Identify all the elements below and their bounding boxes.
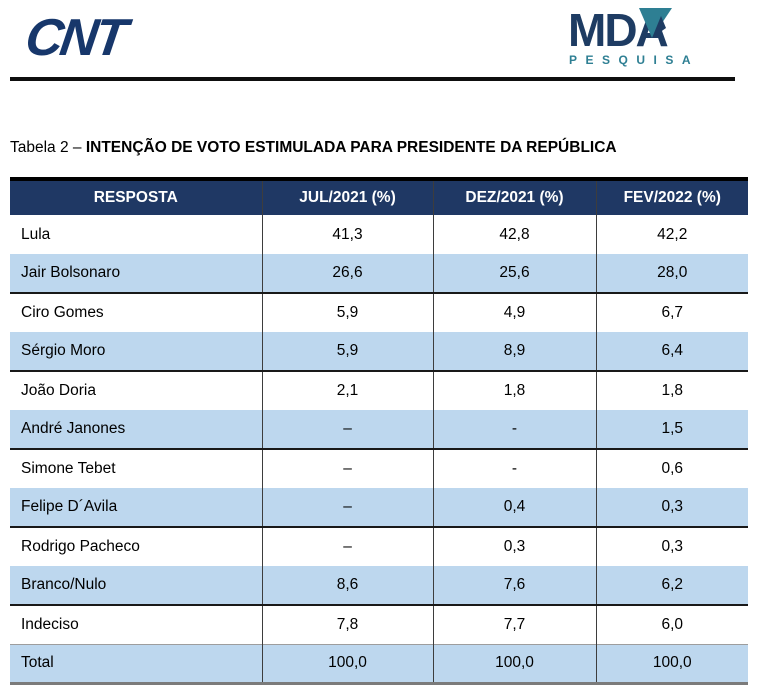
row-felipe-davila: Felipe D´Avila – 0,4 0,3 bbox=[10, 488, 748, 528]
value-cell: – bbox=[261, 488, 433, 528]
value-cell: 100,0 bbox=[432, 643, 596, 685]
row-ciro-gomes: Ciro Gomes 5,9 4,9 6,7 bbox=[10, 293, 748, 332]
col-header-jul-2021: JUL/2021 (%) bbox=[261, 177, 433, 215]
value-cell: 1,8 bbox=[432, 371, 596, 410]
value-cell: 7,6 bbox=[432, 566, 596, 606]
resposta-cell: Total bbox=[10, 643, 262, 685]
row-jair-bolsonaro: Jair Bolsonaro 26,6 25,6 28,0 bbox=[10, 254, 748, 294]
row-indeciso: Indeciso 7,8 7,7 6,0 bbox=[10, 605, 748, 644]
cnt-logo-text: CNT bbox=[21, 9, 128, 67]
table-title-prefix: Tabela 2 – bbox=[10, 139, 82, 156]
value-cell: 1,8 bbox=[595, 371, 748, 410]
value-cell: – bbox=[261, 449, 433, 488]
row-lula: Lula 41,3 42,8 42,2 bbox=[10, 215, 748, 254]
value-cell: 26,6 bbox=[261, 254, 433, 294]
header-divider bbox=[10, 77, 735, 81]
value-cell: – bbox=[261, 410, 433, 450]
value-cell: 6,7 bbox=[595, 293, 748, 332]
resposta-cell: Branco/Nulo bbox=[10, 566, 262, 606]
resposta-cell: Lula bbox=[10, 215, 262, 254]
value-cell: 6,0 bbox=[595, 605, 748, 644]
value-cell: 1,5 bbox=[595, 410, 748, 450]
value-cell: 42,2 bbox=[595, 215, 748, 254]
mda-logo-triangle bbox=[639, 8, 672, 38]
table-title-main: INTENÇÃO DE VOTO ESTIMULADA PARA PRESIDE… bbox=[85, 139, 617, 156]
value-cell: 0,3 bbox=[595, 527, 748, 566]
value-cell: 28,0 bbox=[595, 254, 748, 294]
col-header-fev-2022: FEV/2022 (%) bbox=[595, 177, 748, 215]
resposta-cell: Felipe D´Avila bbox=[10, 488, 262, 528]
resposta-cell: Rodrigo Pacheco bbox=[10, 527, 262, 566]
value-cell: – bbox=[261, 527, 433, 566]
value-cell: 7,8 bbox=[261, 605, 433, 644]
value-cell: - bbox=[432, 410, 596, 450]
value-cell: 41,3 bbox=[261, 215, 433, 254]
table-title: Tabela 2 – INTENÇÃO DE VOTO ESTIMULADA P… bbox=[10, 139, 617, 157]
mda-logo-triangle-inner bbox=[652, 16, 666, 38]
value-cell: 25,6 bbox=[432, 254, 596, 294]
resposta-cell: Indeciso bbox=[10, 605, 262, 644]
mda-logo-subtext: PESQUISA bbox=[569, 53, 699, 67]
resposta-cell: André Janones bbox=[10, 410, 262, 450]
table-header-row: RESPOSTA JUL/2021 (%) DEZ/2021 (%) FEV/2… bbox=[10, 177, 748, 215]
value-cell: 42,8 bbox=[432, 215, 596, 254]
resposta-cell: Sérgio Moro bbox=[10, 332, 262, 372]
row-sergio-moro: Sérgio Moro 5,9 8,9 6,4 bbox=[10, 332, 748, 372]
resposta-cell: Jair Bolsonaro bbox=[10, 254, 262, 294]
value-cell: 7,7 bbox=[432, 605, 596, 644]
cnt-logo: CNT bbox=[22, 8, 128, 68]
value-cell: 5,9 bbox=[261, 332, 433, 372]
value-cell: 0,4 bbox=[432, 488, 596, 528]
value-cell: 100,0 bbox=[595, 643, 748, 685]
resposta-cell: João Doria bbox=[10, 371, 262, 410]
value-cell: 2,1 bbox=[261, 371, 433, 410]
value-cell: 8,9 bbox=[432, 332, 596, 372]
value-cell: 8,6 bbox=[261, 566, 433, 606]
mda-pesquisa-logo: MDA PESQUISA bbox=[566, 4, 716, 72]
row-joao-doria: João Doria 2,1 1,8 1,8 bbox=[10, 371, 748, 410]
voting-intention-table: RESPOSTA JUL/2021 (%) DEZ/2021 (%) FEV/2… bbox=[10, 177, 748, 685]
value-cell: 5,9 bbox=[261, 293, 433, 332]
value-cell: 6,4 bbox=[595, 332, 748, 372]
value-cell: 6,2 bbox=[595, 566, 748, 606]
resposta-cell: Simone Tebet bbox=[10, 449, 262, 488]
value-cell: - bbox=[432, 449, 596, 488]
value-cell: 0,3 bbox=[595, 488, 748, 528]
value-cell: 4,9 bbox=[432, 293, 596, 332]
row-rodrigo-pacheco: Rodrigo Pacheco – 0,3 0,3 bbox=[10, 527, 748, 566]
value-cell: 100,0 bbox=[261, 643, 433, 685]
resposta-cell: Ciro Gomes bbox=[10, 293, 262, 332]
col-header-resposta: RESPOSTA bbox=[10, 177, 262, 215]
col-header-dez-2021: DEZ/2021 (%) bbox=[432, 177, 596, 215]
value-cell: 0,3 bbox=[432, 527, 596, 566]
row-branco-nulo: Branco/Nulo 8,6 7,6 6,2 bbox=[10, 566, 748, 606]
row-simone-tebet: Simone Tebet – - 0,6 bbox=[10, 449, 748, 488]
mda-logo-graphic: MDA PESQUISA bbox=[568, 4, 699, 67]
value-cell: 0,6 bbox=[595, 449, 748, 488]
row-total: Total 100,0 100,0 100,0 bbox=[10, 643, 748, 685]
row-andre-janones: André Janones – - 1,5 bbox=[10, 410, 748, 450]
